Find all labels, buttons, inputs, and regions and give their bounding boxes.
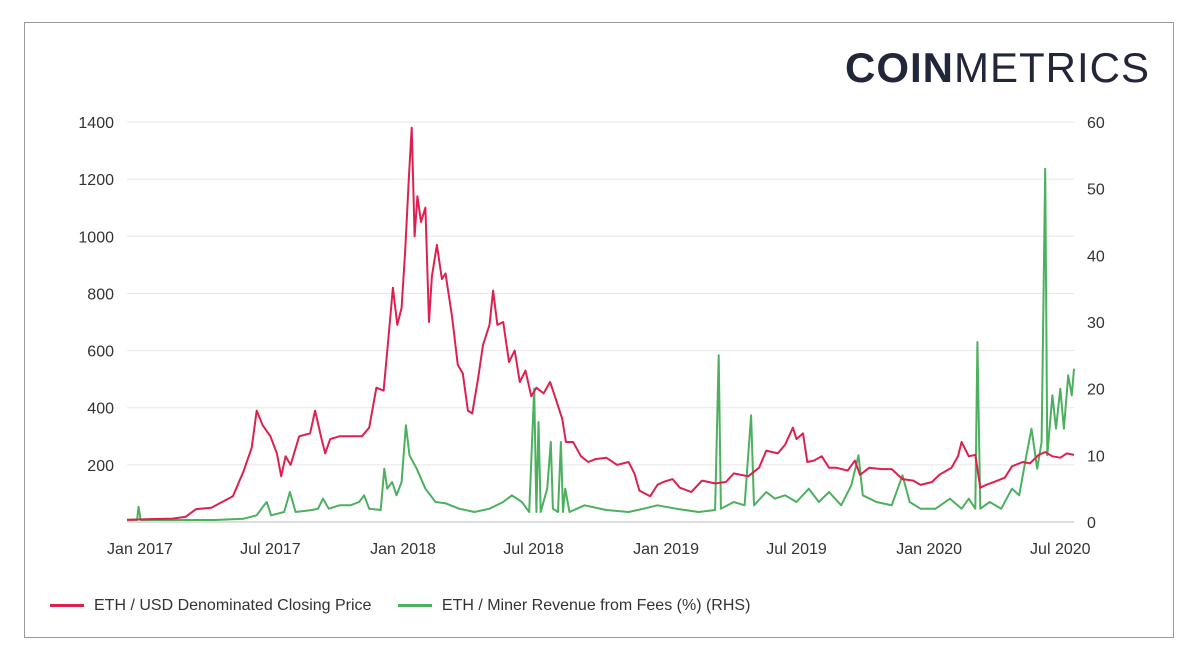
legend-item-price[interactable]: ETH / USD Denominated Closing Price bbox=[50, 597, 371, 615]
y-right-tick-label: 40 bbox=[1087, 248, 1105, 265]
x-tick-label: Jan 2020 bbox=[896, 541, 962, 558]
logo-bold-text: COIN bbox=[845, 44, 954, 91]
y-left-tick-label: 1400 bbox=[78, 115, 114, 132]
x-tick-label: Jul 2017 bbox=[240, 541, 301, 558]
legend-label-fees: ETH / Miner Revenue from Fees (%) (RHS) bbox=[441, 596, 751, 614]
y-right-tick-label: 20 bbox=[1087, 382, 1105, 399]
y-left-tick-label: 1000 bbox=[78, 229, 114, 246]
y-left-tick-label: 800 bbox=[87, 286, 114, 303]
legend-swatch-fees bbox=[397, 604, 432, 607]
x-tick-label: Jul 2020 bbox=[1030, 541, 1091, 558]
y-left-tick-label: 1200 bbox=[78, 172, 114, 189]
y-left-tick-label: 400 bbox=[87, 401, 114, 418]
legend-item-fees[interactable]: ETH / Miner Revenue from Fees (%) (RHS) bbox=[397, 596, 751, 615]
x-tick-label: Jul 2018 bbox=[503, 541, 564, 558]
logo-light-text: METRICS bbox=[954, 44, 1150, 91]
x-tick-label: Jan 2019 bbox=[633, 541, 699, 558]
legend-label-price: ETH / USD Denominated Closing Price bbox=[94, 596, 372, 614]
y-right-tick-label: 0 bbox=[1087, 515, 1096, 532]
series-line-fees bbox=[127, 167, 1075, 521]
y-right-tick-label: 60 bbox=[1087, 115, 1105, 132]
legend-swatch-price bbox=[50, 604, 84, 607]
coinmetrics-logo: COINMETRICS bbox=[845, 44, 1150, 92]
x-tick-label: Jan 2018 bbox=[370, 541, 436, 558]
x-tick-label: Jul 2019 bbox=[766, 541, 827, 558]
y-right-tick-label: 50 bbox=[1087, 182, 1105, 199]
y-right-tick-label: 10 bbox=[1087, 448, 1105, 465]
y-left-tick-label: 200 bbox=[87, 458, 114, 475]
chart-frame bbox=[24, 22, 1174, 638]
y-left-tick-label: 600 bbox=[87, 344, 114, 361]
x-tick-label: Jan 2017 bbox=[107, 541, 173, 558]
chart-legend: ETH / USD Denominated Closing Price ETH … bbox=[50, 594, 772, 615]
y-right-tick-label: 30 bbox=[1087, 315, 1105, 332]
series-line-price bbox=[126, 126, 1075, 521]
